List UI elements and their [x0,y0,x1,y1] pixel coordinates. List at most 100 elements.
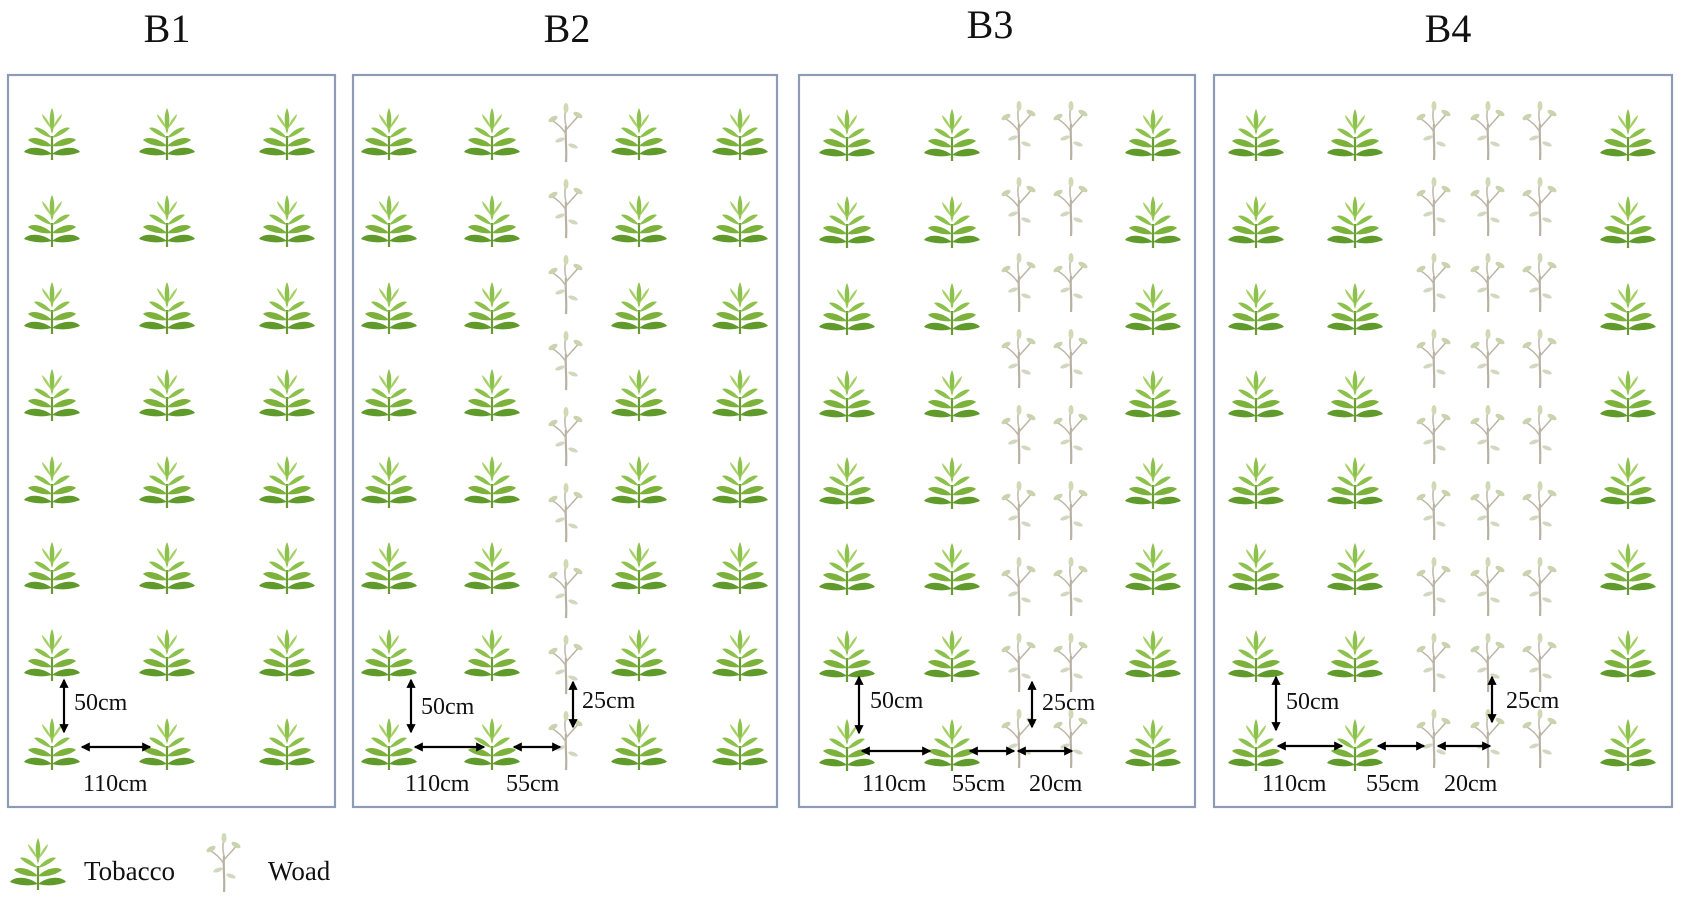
tobacco-plant-icon [1123,717,1183,773]
dimensions-b4: 50cm 25cm 110cm 55cm 20cm [1262,675,1560,797]
tobacco-plant-icon [137,367,197,423]
tobacco-plant-icon [817,281,877,337]
tobacco-plant-icon [1123,541,1183,597]
tobacco-plant-icon [1325,455,1385,511]
tobacco-plant-icon [462,627,522,683]
panel-title-b3: B3 [967,2,1014,47]
tobacco-plant-icon [462,193,522,249]
dimensions-b1: 50cm 110cm [59,678,152,797]
woad-plant-icon [1468,175,1507,238]
woad-plant-icon [1520,403,1559,466]
tobacco-plant-icon [710,367,770,423]
tobacco-plant-icon [1226,368,1286,424]
tobacco-plant-icon [1325,628,1385,684]
panel-title-b2: B2 [544,6,591,51]
woad-plant-icon [1051,555,1090,618]
woad-plant-icon [1051,631,1090,694]
tobacco-plant-icon [1226,455,1286,511]
tobacco-plant-icon [257,540,317,596]
tobacco-plant-icon [922,281,982,337]
tobacco-plant-icon [137,627,197,683]
tobacco-plant-icon [1123,107,1183,163]
woad-plant-icon [1520,479,1559,542]
woad-plant-icon [1051,99,1090,162]
legend-tobacco-icon [8,836,68,892]
woad-plant-icon [1414,631,1453,694]
woad-plant-icon [1051,479,1090,542]
plants-b2 [359,101,770,772]
label-55cm-b4: 55cm [1366,771,1420,797]
woad-plant-icon [546,329,585,392]
tobacco-plant-icon [1598,281,1658,337]
label-25cm-b4: 25cm [1506,688,1560,714]
woad-plant-icon [546,633,585,696]
label-55cm-b3: 55cm [952,771,1006,797]
woad-plant-icon [1520,555,1559,618]
woad-plant-icon [1520,99,1559,162]
woad-plant-icon [1414,403,1453,466]
tobacco-plant-icon [710,193,770,249]
tobacco-plant-icon [1598,194,1658,250]
woad-plant-icon [1468,555,1507,618]
woad-plant-icon [546,709,585,772]
tobacco-plant-icon [922,717,982,773]
tobacco-plant-icon [1598,368,1658,424]
tobacco-plant-icon [22,280,82,336]
tobacco-plant-icon [22,454,82,510]
tobacco-plant-icon [137,280,197,336]
label-50cm-b2: 50cm [421,694,475,720]
tobacco-plant-icon [1325,194,1385,250]
tobacco-plant-icon [359,367,419,423]
tobacco-plant-icon [137,716,197,772]
woad-plant-icon [1414,175,1453,238]
tobacco-plant-icon [922,541,982,597]
label-50cm-b3: 50cm [870,688,924,714]
tobacco-plant-icon [1598,541,1658,597]
label-25cm-b2: 25cm [582,688,636,714]
woad-plant-icon [999,555,1038,618]
tobacco-plant-icon [1226,281,1286,337]
tobacco-plant-icon [1123,281,1183,337]
tobacco-plant-icon [609,193,669,249]
tobacco-plant-icon [710,627,770,683]
tobacco-plant-icon [710,106,770,162]
legend-tobacco-label: Tobacco [84,856,175,886]
label-110cm-b4: 110cm [1262,771,1327,797]
tobacco-plant-icon [1325,368,1385,424]
tobacco-plant-icon [609,367,669,423]
woad-plant-icon [1468,631,1507,694]
tobacco-plant-icon [257,367,317,423]
label-50cm-b1: 50cm [74,690,128,716]
tobacco-plant-icon [359,280,419,336]
woad-plant-icon [546,177,585,240]
woad-plant-icon [546,253,585,316]
plot-border-b2 [351,73,779,809]
tobacco-plant-icon [359,627,419,683]
legend-woad-icon [204,831,243,894]
woad-plant-icon [546,481,585,544]
tobacco-plant-icon [609,106,669,162]
tobacco-plant-icon [22,716,82,772]
tobacco-plant-icon [1226,194,1286,250]
tobacco-plant-icon [359,540,419,596]
woad-plant-icon [1468,403,1507,466]
woad-plant-icon [1414,251,1453,314]
label-20cm-b4: 20cm [1444,771,1498,797]
tobacco-plant-icon [1598,455,1658,511]
tobacco-plant-icon [1325,281,1385,337]
tobacco-plant-icon [1325,107,1385,163]
tobacco-plant-icon [257,280,317,336]
woad-plant-icon [546,101,585,164]
tobacco-plant-icon [22,106,82,162]
tobacco-plant-icon [817,368,877,424]
woad-plant-icon [1414,707,1453,770]
tobacco-plant-icon [137,454,197,510]
woad-plant-icon [999,479,1038,542]
tobacco-plant-icon [22,540,82,596]
tobacco-plant-icon [22,367,82,423]
woad-plant-icon [546,405,585,468]
tobacco-plant-icon [462,106,522,162]
tobacco-plant-icon [1598,107,1658,163]
tobacco-plant-icon [359,193,419,249]
